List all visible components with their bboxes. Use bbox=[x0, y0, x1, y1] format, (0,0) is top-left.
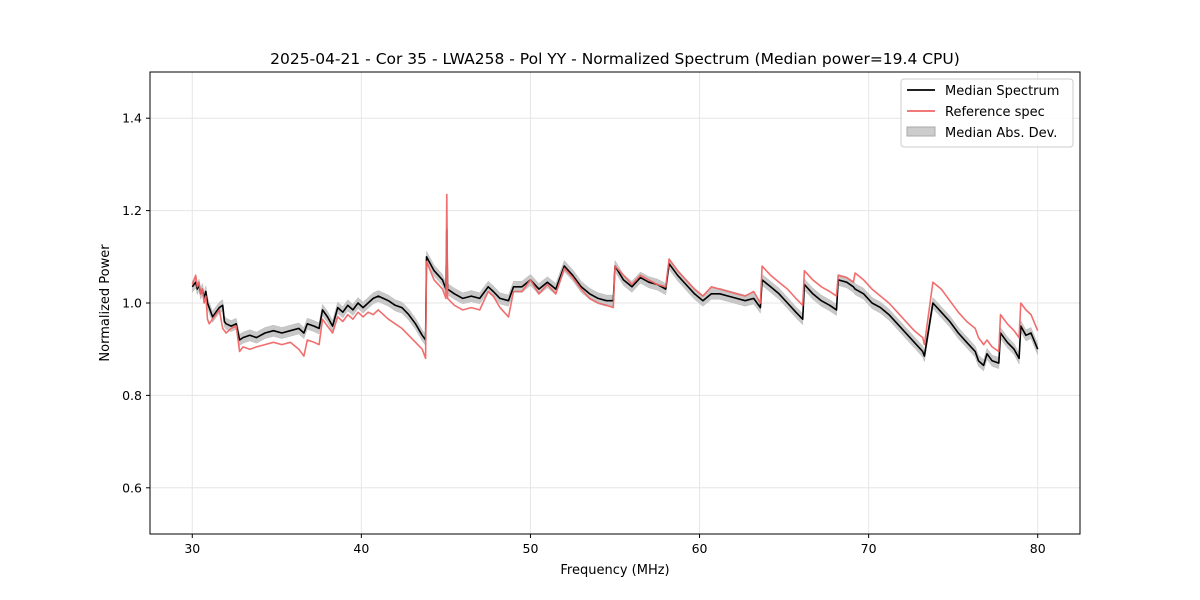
x-tick-label: 30 bbox=[184, 541, 200, 556]
series-layer bbox=[191, 193, 1039, 367]
mad-band-layer bbox=[192, 223, 1038, 372]
x-tick-label: 80 bbox=[1030, 541, 1046, 556]
legend: Median Spectrum Reference spec Median Ab… bbox=[900, 78, 1074, 148]
x-axis-ticks: 30 40 50 60 70 80 bbox=[184, 534, 1046, 556]
y-tick-label: 1.2 bbox=[122, 203, 142, 218]
y-tick-label: 0.6 bbox=[122, 480, 142, 495]
x-tick-label: 60 bbox=[692, 541, 708, 556]
x-tick-label: 50 bbox=[523, 541, 539, 556]
mad-band bbox=[192, 223, 1038, 372]
legend-mad-label: Median Abs. Dev. bbox=[945, 126, 1057, 141]
x-axis-label: Frequency (MHz) bbox=[560, 563, 669, 578]
chart-title: 2025-04-21 - Cor 35 - LWA258 - Pol YY - … bbox=[270, 50, 960, 68]
y-axis-ticks: 0.6 0.8 1.0 1.2 1.4 bbox=[122, 111, 150, 495]
x-tick-label: 40 bbox=[353, 541, 369, 556]
y-axis-label: Normalized Power bbox=[98, 244, 113, 362]
y-tick-label: 1.0 bbox=[122, 296, 142, 311]
median-spectrum-line bbox=[191, 228, 1039, 367]
legend-median-label: Median Spectrum bbox=[945, 84, 1059, 99]
legend-reference-label: Reference spec bbox=[945, 105, 1045, 120]
reference-spectrum-line bbox=[191, 193, 1039, 360]
y-tick-label: 0.8 bbox=[122, 388, 142, 403]
legend-box bbox=[900, 78, 1074, 148]
x-tick-label: 70 bbox=[861, 541, 877, 556]
legend-mad-swatch bbox=[906, 126, 936, 137]
y-tick-label: 1.4 bbox=[122, 111, 142, 126]
